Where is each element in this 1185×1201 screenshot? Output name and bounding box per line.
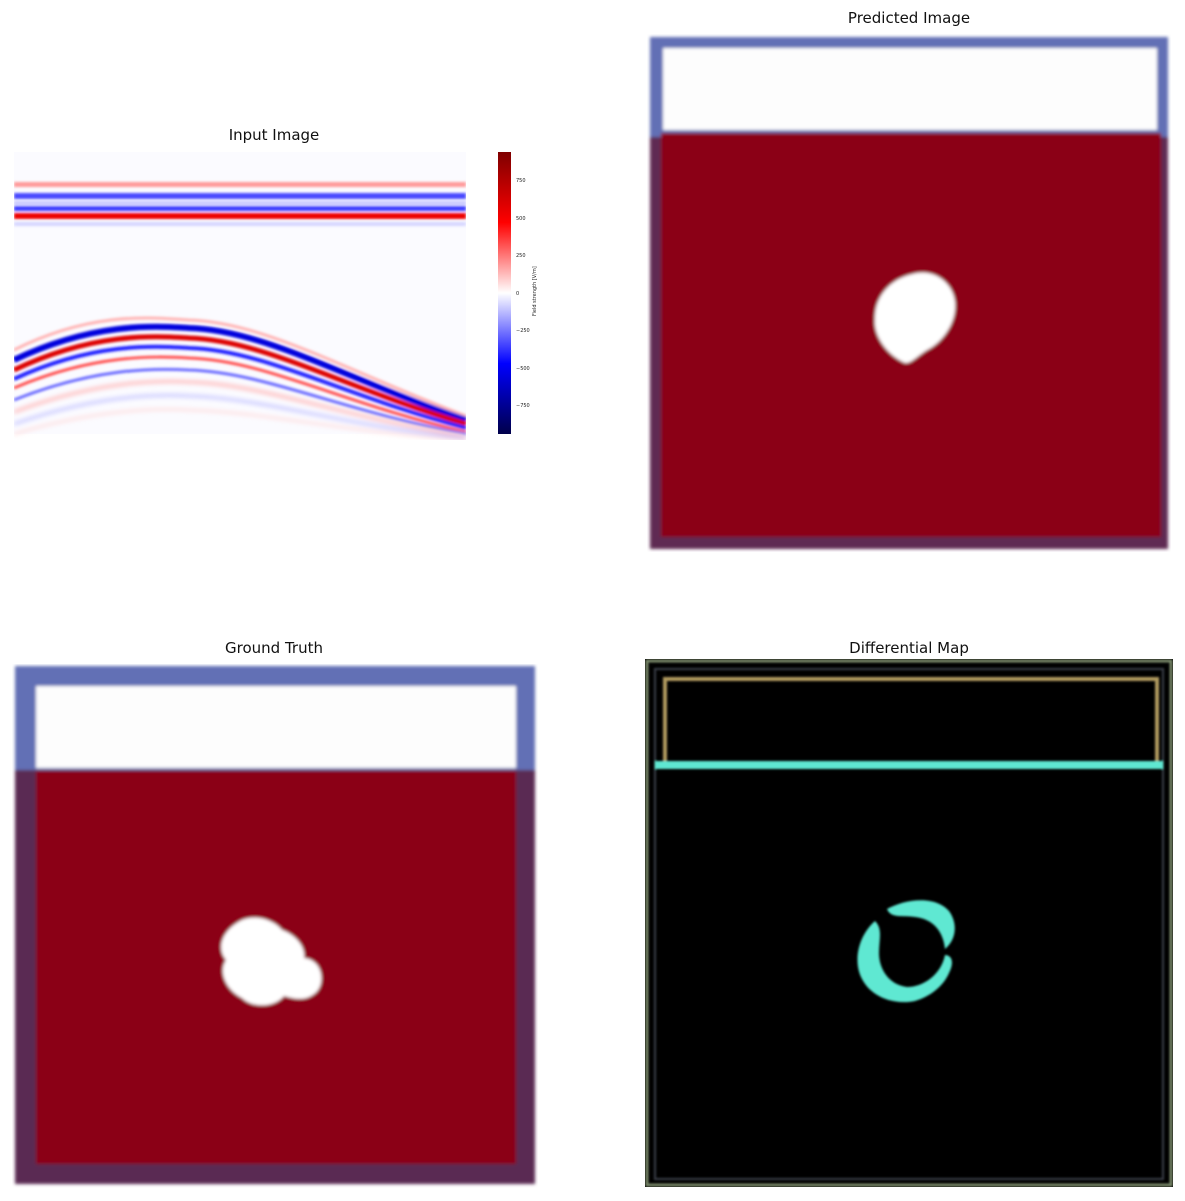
colorbar-label: Field strength [V/m] — [532, 266, 538, 316]
input-wavefield-image: 750 500 250 0 −250 −500 −750 Field stren… — [14, 150, 544, 440]
input-image-title: Input Image — [229, 126, 320, 144]
input-image-panel: 750 500 250 0 −250 −500 −750 Field stren… — [14, 150, 544, 440]
ground-truth-title: Ground Truth — [225, 639, 323, 657]
colorbar-tick: 750 — [516, 178, 526, 184]
predicted-image-panel — [647, 34, 1171, 552]
colorbar — [498, 152, 511, 434]
differential-map-title: Differential Map — [849, 639, 969, 657]
colorbar-tick: 500 — [516, 216, 526, 222]
colorbar-tick: −500 — [516, 366, 530, 372]
ground-truth-panel — [12, 664, 538, 1188]
ground-truth-image — [12, 664, 538, 1188]
colorbar-tick: 250 — [516, 253, 526, 259]
predicted-image — [647, 34, 1171, 552]
differential-map-image — [645, 659, 1173, 1187]
predicted-image-title: Predicted Image — [848, 9, 970, 27]
colorbar-tick: −750 — [516, 403, 530, 409]
colorbar-tick: 0 — [516, 291, 519, 297]
differential-map-panel — [645, 659, 1173, 1187]
colorbar-tick: −250 — [516, 328, 530, 334]
